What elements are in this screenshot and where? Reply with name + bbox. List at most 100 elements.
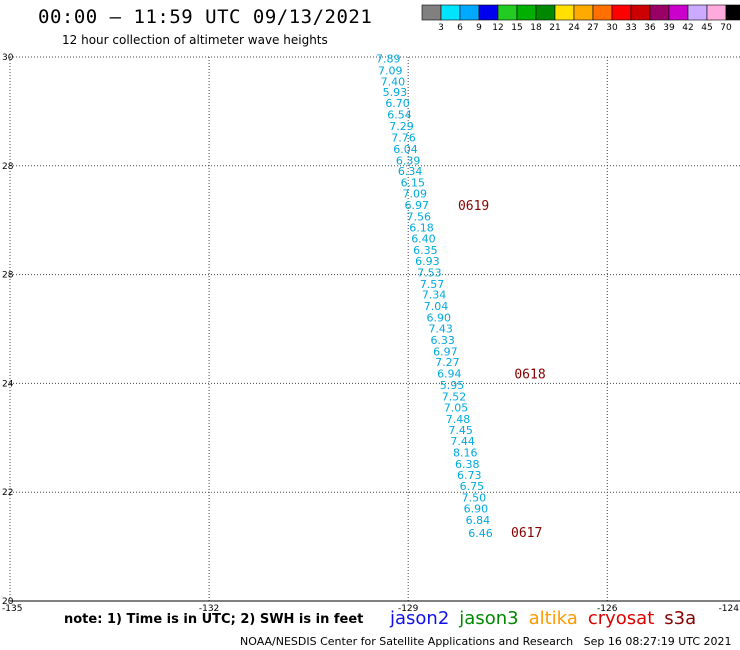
data-point-s3a: 8.16	[453, 446, 478, 459]
colorbar-tick-label: 70	[720, 23, 732, 33]
data-point-s3a: 5.93	[383, 86, 408, 99]
colorbar-swatch	[611, 4, 632, 21]
colorbar-swatch	[459, 4, 480, 21]
data-point-s3a: 7.45	[448, 424, 473, 437]
chart-subtitle: 12 hour collection of altimeter wave hei…	[62, 33, 328, 47]
colorbar-tick-label: 9	[476, 23, 482, 33]
legend-jason2: jason2	[390, 608, 450, 629]
colorbar-tick-label: 36	[644, 23, 656, 33]
data-point-s3a: 6.46	[468, 527, 493, 540]
colorbar-swatch	[649, 4, 670, 21]
colorbar-tick-label: 33	[625, 23, 636, 33]
x-tick-label: -135	[2, 604, 22, 614]
colorbar-tick-label: 42	[682, 23, 693, 33]
data-point-s3a: 6.35	[413, 244, 438, 257]
data-point-s3a: 7.43	[428, 322, 453, 335]
data-point-s3a: 6.33	[430, 334, 455, 347]
y-tick-label: 22	[2, 488, 13, 498]
data-point-s3a: 6.70	[385, 97, 410, 110]
data-point-s3a: 6.75	[460, 480, 485, 493]
colorbar-swatch	[630, 4, 651, 21]
colorbar-swatch	[440, 4, 461, 21]
data-point-s3a: 6.15	[401, 177, 426, 190]
chart-title: 00:00 – 11:59 UTC 09/13/2021	[38, 6, 373, 28]
data-point-s3a: 6.94	[437, 368, 462, 381]
y-tick-label: 24	[2, 379, 14, 389]
colorbar-swatch	[725, 4, 740, 21]
data-point-s3a: 7.05	[444, 401, 469, 414]
data-point-s3a: 6.34	[398, 165, 423, 178]
colorbar-swatch	[706, 4, 727, 21]
data-point-s3a: 7.56	[407, 210, 432, 223]
colorbar-tick-label: 30	[606, 23, 618, 33]
y-tick-label: 30	[2, 53, 14, 63]
colorbar-swatch	[554, 4, 575, 21]
y-tick-label: 28	[2, 271, 14, 281]
colorbar-swatch	[687, 4, 708, 21]
legend-cryosat: cryosat	[587, 608, 655, 629]
colorbar-tick-label: 27	[587, 23, 598, 33]
colorbar-swatch	[516, 4, 537, 21]
colorbar-tick-label: 15	[511, 23, 522, 33]
legend-s3a: s3a	[664, 608, 697, 629]
data-point-s3a: 6.54	[387, 109, 412, 122]
data-point-s3a: 7.48	[446, 413, 471, 426]
credit-line: NOAA/NESDIS Center for Satellite Applica…	[240, 635, 732, 648]
pass-label: 0619	[458, 199, 489, 214]
data-point-s3a: 6.90	[464, 503, 489, 516]
colorbar-swatch	[592, 4, 613, 21]
data-point-s3a: 6.93	[415, 255, 440, 268]
data-point-s3a: 7.52	[442, 390, 467, 403]
data-point-s3a: 7.04	[424, 300, 449, 313]
pass-label: 0617	[511, 526, 542, 541]
pass-label: 0618	[514, 368, 545, 383]
data-point-s3a: 7.34	[422, 289, 447, 302]
data-point-s3a: 7.29	[389, 120, 414, 133]
data-point-s3a: 7.27	[435, 356, 460, 369]
colorbar-swatch	[573, 4, 594, 21]
legend-jason3: jason3	[459, 608, 519, 629]
data-point-s3a: 6.90	[426, 312, 451, 325]
colorbar-tick-label: 3	[438, 23, 444, 33]
data-point-s3a: 6.04	[393, 143, 418, 156]
colorbar-swatch	[535, 4, 556, 21]
colorbar-swatch	[497, 4, 518, 21]
colorbar-tick-label: 6	[457, 23, 463, 33]
data-point-s3a: 7.44	[450, 435, 475, 448]
colorbar-tick-label: 18	[530, 23, 542, 33]
colorbar-tick-label: 21	[549, 23, 560, 33]
data-point-s3a: 7.50	[462, 492, 487, 505]
y-tick-label: 20	[2, 597, 14, 607]
colorbar-tick-label: 39	[663, 23, 675, 33]
data-point-s3a: 6.39	[396, 154, 421, 167]
data-point-s3a: 6.84	[466, 514, 491, 527]
data-point-s3a: 7.09	[378, 65, 403, 78]
data-point-s3a: 7.40	[381, 75, 406, 88]
data-point-s3a: 7.76	[391, 132, 416, 145]
x-tick-label: -126	[597, 604, 618, 614]
data-point-s3a: 6.18	[409, 221, 434, 234]
x-tick-label: -129	[398, 604, 419, 614]
y-tick-label: 28	[2, 162, 14, 172]
data-point-s3a: 7.57	[420, 278, 445, 291]
colorbar-swatch	[478, 4, 499, 21]
x-tick-label: -132	[199, 604, 219, 614]
data-point-s3a: 7.89	[376, 53, 401, 66]
satellite-legend: jason2 jason3 altika cryosat s3a	[390, 608, 706, 629]
data-point-s3a: 6.40	[411, 233, 436, 246]
data-point-s3a: 7.53	[417, 266, 442, 279]
colorbar-swatch	[668, 4, 689, 21]
data-point-s3a: 7.09	[403, 188, 428, 201]
footer-note: note: 1) Time is in UTC; 2) SWH is in fe…	[64, 612, 364, 627]
colorbar-tick-label: 12	[492, 23, 503, 33]
colorbar-swatch	[421, 4, 442, 21]
colorbar-tick-label: 45	[701, 23, 712, 33]
data-point-s3a: 6.38	[455, 458, 480, 471]
legend-altika: altika	[528, 608, 578, 629]
data-point-s3a: 5.95	[440, 379, 465, 392]
x-tick-label: -124	[719, 604, 740, 614]
data-point-s3a: 6.97	[405, 199, 430, 212]
data-point-s3a: 6.97	[433, 345, 458, 358]
data-point-s3a: 6.73	[457, 469, 482, 482]
